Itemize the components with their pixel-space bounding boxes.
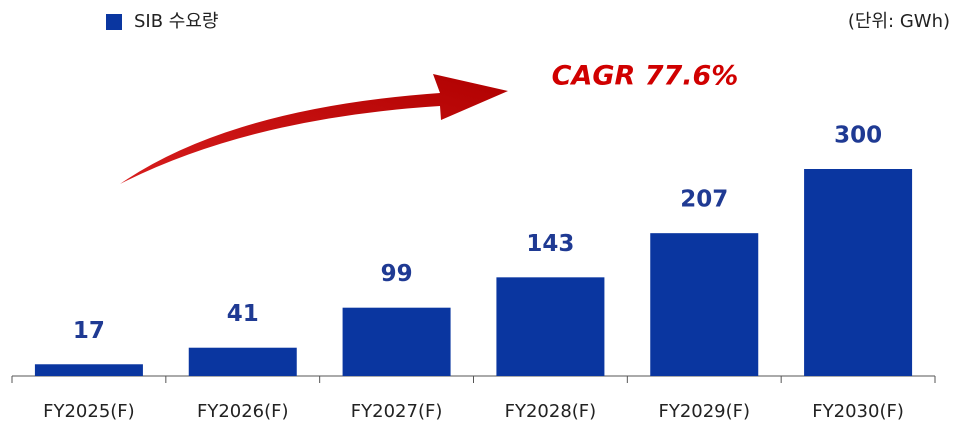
value-label: 17	[73, 318, 105, 344]
value-label: 207	[680, 187, 728, 213]
x-tick-label: FY2027(F)	[351, 401, 443, 422]
bar	[496, 277, 605, 376]
value-label: 300	[834, 123, 882, 149]
growth-arrow	[120, 74, 508, 184]
x-tick-label: FY2026(F)	[197, 401, 289, 422]
legend-swatch	[106, 14, 122, 30]
x-tick-label: FY2030(F)	[812, 401, 904, 422]
bar	[34, 364, 143, 376]
x-tick-label: FY2028(F)	[505, 401, 597, 422]
bar	[342, 307, 451, 376]
x-tick-label: FY2029(F)	[658, 401, 750, 422]
cagr-annotation: CAGR 77.6%	[552, 61, 739, 92]
bar	[804, 169, 913, 376]
unit-label: (단위: GWh)	[848, 11, 950, 32]
value-label: 99	[381, 261, 413, 287]
bar	[650, 233, 759, 376]
value-label: 41	[227, 301, 259, 327]
bar	[188, 347, 297, 376]
value-label: 143	[526, 231, 574, 257]
legend-label: SIB 수요량	[134, 11, 218, 32]
x-tick-label: FY2025(F)	[43, 401, 135, 422]
